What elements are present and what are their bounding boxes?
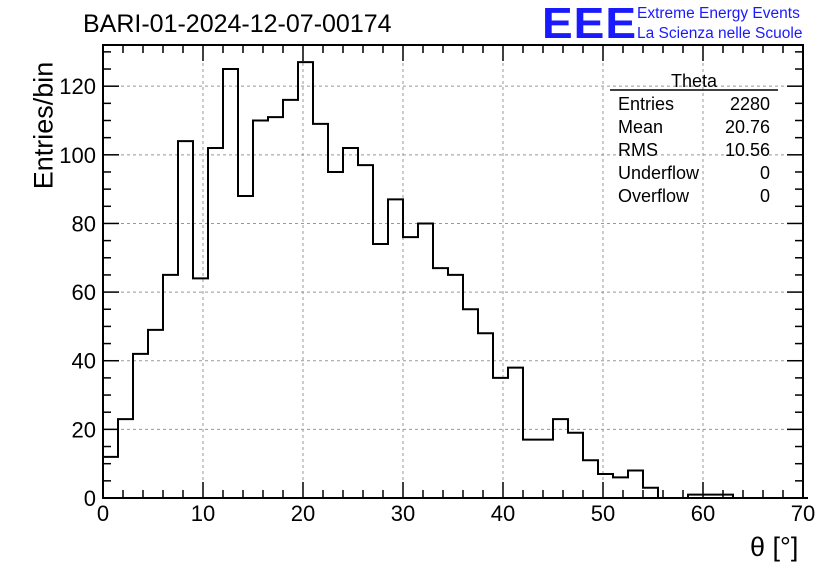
y-tick-label: 40 [72, 349, 96, 374]
x-axis-label: θ [°] [750, 532, 799, 562]
x-tick-label: 60 [691, 501, 715, 526]
x-tick-label: 30 [391, 501, 415, 526]
y-tick-label: 100 [59, 143, 96, 168]
stats-box-title: Theta [670, 71, 718, 91]
tick-labels: 0 10 20 30 40 50 60 70 0 20 40 60 80 100 120 [59, 74, 815, 526]
stats-value-underflow: 0 [759, 163, 770, 183]
stats-label-entries: Entries [618, 94, 675, 114]
chart-title: BARI-01-2024-12-07-00174 [83, 10, 392, 38]
stats-value-mean: 20.76 [724, 117, 770, 137]
stats-value-rms: 10.56 [724, 140, 770, 160]
x-tick-label: 10 [191, 501, 215, 526]
histogram-line [103, 61, 808, 499]
stats-value-entries: 2280 [729, 94, 770, 114]
y-tick-label: 120 [59, 74, 96, 99]
stats-label-mean: Mean [618, 117, 664, 137]
y-tick-label: 60 [72, 280, 96, 305]
x-tick-label: 70 [791, 501, 815, 526]
y-tick-label: 0 [84, 486, 96, 511]
stats-value-overflow: 0 [759, 186, 770, 206]
x-tick-label: 20 [291, 501, 315, 526]
stats-label-rms: RMS [618, 140, 658, 160]
grid-lines [103, 45, 803, 498]
x-tick-label: 50 [591, 501, 615, 526]
y-axis-label: Entries/bin [28, 61, 59, 190]
logo-line-2: La Scienza nelle Scuole [637, 25, 803, 42]
logo-line-1: Extreme Energy Events [637, 5, 800, 22]
plot-frame [102, 44, 804, 499]
stats-label-overflow: Overflow [618, 186, 690, 206]
x-tick-label: 0 [97, 501, 109, 526]
stats-label-underflow: Underflow [618, 163, 700, 183]
y-tick-label: 20 [72, 417, 96, 442]
axis-ticks [102, 45, 804, 499]
x-tick-label: 40 [491, 501, 515, 526]
eee-logo: EEE [542, 0, 638, 48]
y-tick-label: 80 [72, 211, 96, 236]
